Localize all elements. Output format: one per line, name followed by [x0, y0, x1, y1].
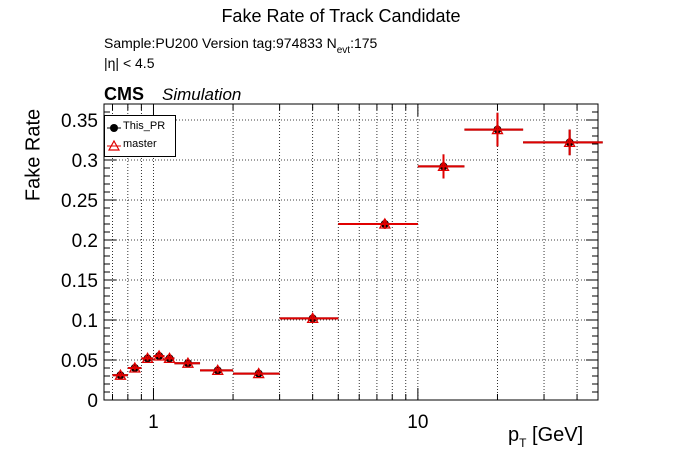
legend-this-pr-marker — [107, 124, 121, 132]
y-tick-label: 0.25 — [61, 191, 98, 212]
master-point — [211, 364, 224, 376]
sample-tail: :175 — [350, 35, 378, 51]
legend-master-marker — [107, 139, 121, 151]
sample-info: Sample:PU200 Version tag:974833 Nevt:175 — [104, 35, 377, 56]
master-point — [114, 368, 127, 380]
master-point — [437, 160, 450, 172]
master-point — [252, 367, 265, 379]
master-point — [163, 352, 176, 364]
master-point — [128, 361, 141, 373]
y-tick-label: 0.3 — [72, 151, 98, 172]
master-point — [563, 136, 576, 148]
legend-this-pr-label: This_PR — [123, 120, 166, 132]
sample-sub: evt — [336, 45, 351, 56]
x-label-tail: [GeV] — [526, 424, 584, 446]
x-label-main: p — [508, 424, 520, 446]
master-point — [152, 349, 166, 361]
eta-cut: |η| < 4.5 — [104, 55, 155, 71]
y-tick-label: 0.05 — [61, 351, 98, 372]
cms-label: CMS — [104, 84, 144, 104]
legend-master-label: master — [123, 138, 157, 150]
x-tick-label: 1 — [148, 412, 159, 433]
x-label-sub: T — [519, 436, 527, 450]
x-tick-label: 10 — [407, 412, 428, 433]
chart-title: Fake Rate of Track Candidate — [221, 6, 461, 26]
master-point — [141, 352, 154, 364]
y-tick-label: 0.35 — [61, 111, 98, 132]
simulation-label: Simulation — [162, 85, 242, 104]
plot-frame — [103, 103, 599, 401]
y-tick-label: 0.2 — [72, 231, 98, 252]
master-point — [306, 312, 319, 324]
master-point — [181, 356, 195, 368]
master-point — [491, 123, 504, 135]
y-tick-label: 0.15 — [61, 271, 98, 292]
legend: This_PR master — [104, 115, 176, 157]
y-tick-label: 0.1 — [72, 311, 98, 332]
x-axis-label: pT [GeV] — [508, 424, 583, 450]
y-tick-label: 0 — [87, 391, 98, 412]
master-point — [378, 217, 391, 229]
sample-text: Sample:PU200 Version tag:974833 N — [104, 35, 337, 51]
